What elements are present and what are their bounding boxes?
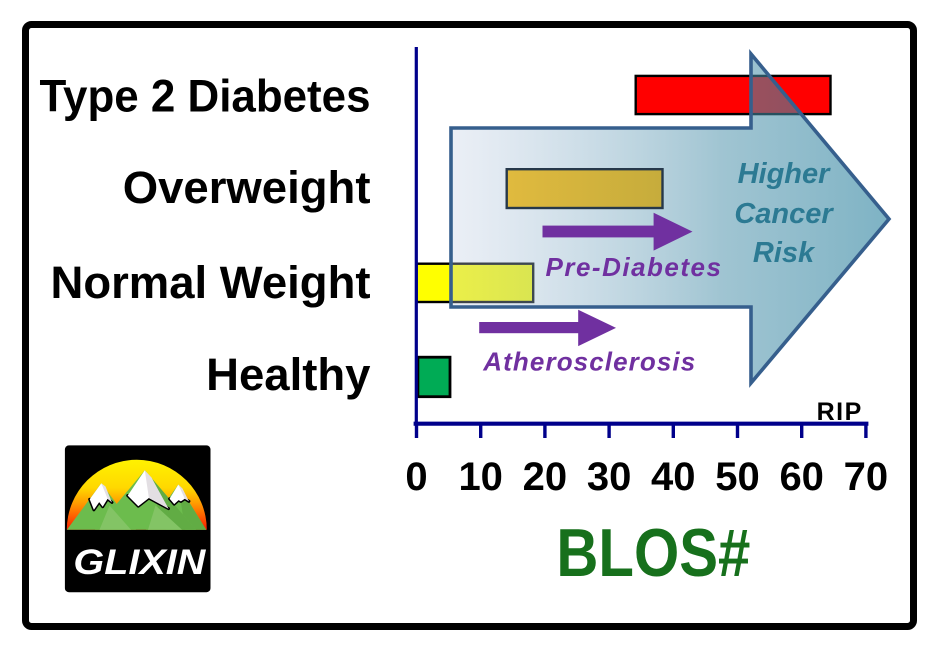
svg-text:Pre-Diabetes: Pre-Diabetes — [546, 252, 723, 282]
svg-text:RIP: RIP — [817, 398, 863, 426]
svg-text:GLIXIN: GLIXIN — [73, 542, 207, 582]
svg-text:30: 30 — [587, 455, 632, 499]
svg-text:Type 2 Diabetes: Type 2 Diabetes — [40, 71, 371, 122]
svg-text:70: 70 — [844, 455, 889, 499]
svg-text:Overweight: Overweight — [123, 162, 371, 213]
svg-text:40: 40 — [651, 455, 696, 499]
svg-text:10: 10 — [458, 455, 503, 499]
svg-text:20: 20 — [523, 455, 568, 499]
svg-text:Normal Weight: Normal Weight — [51, 257, 371, 308]
svg-text:0: 0 — [405, 455, 427, 499]
svg-text:Risk: Risk — [753, 237, 816, 269]
svg-text:50: 50 — [715, 455, 760, 499]
svg-text:Healthy: Healthy — [206, 349, 371, 400]
svg-text:60: 60 — [779, 455, 824, 499]
svg-text:BLOS#: BLOS# — [556, 515, 750, 591]
svg-text:Cancer: Cancer — [734, 198, 834, 230]
svg-text:Atherosclerosis: Atherosclerosis — [482, 347, 696, 377]
svg-text:Higher: Higher — [738, 158, 832, 190]
